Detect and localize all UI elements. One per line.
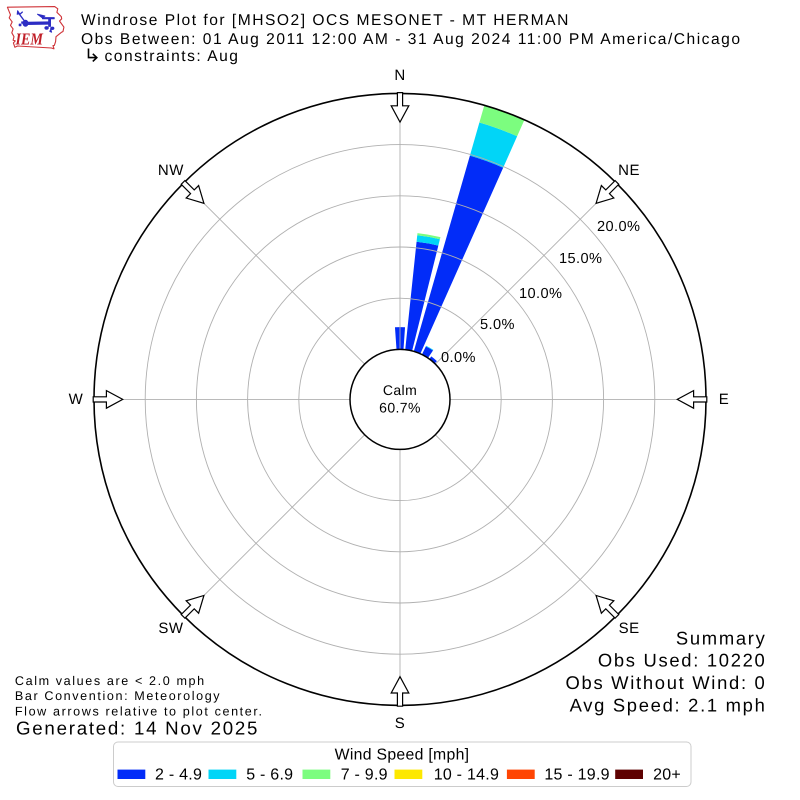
svg-text:15 - 19.9: 15 - 19.9 (544, 767, 609, 784)
svg-text:20.0%: 20.0% (597, 219, 640, 235)
svg-text:0.0%: 0.0% (441, 350, 476, 366)
svg-text:Obs Used: 10220: Obs Used: 10220 (598, 649, 767, 670)
svg-text:constraints: Aug: constraints: Aug (105, 48, 240, 65)
svg-text:60.7%: 60.7% (379, 399, 421, 415)
svg-text:15.0%: 15.0% (559, 251, 602, 267)
svg-text:7 - 9.9: 7 - 9.9 (341, 767, 388, 784)
svg-text:W: W (69, 391, 84, 408)
svg-text:Bar Convention: Meteorology: Bar Convention: Meteorology (15, 689, 221, 703)
svg-text:20+: 20+ (653, 767, 681, 784)
svg-text:IEM: IEM (15, 30, 44, 49)
svg-text:NW: NW (158, 162, 184, 179)
svg-text:SE: SE (619, 620, 640, 637)
svg-text:2 - 4.9: 2 - 4.9 (155, 767, 202, 784)
svg-text:5.0%: 5.0% (480, 317, 515, 333)
svg-text:Summary: Summary (676, 627, 767, 648)
svg-text:10 - 14.9: 10 - 14.9 (434, 767, 499, 784)
svg-text:Generated: 14 Nov 2025: Generated: 14 Nov 2025 (16, 718, 259, 739)
svg-text:NE: NE (618, 162, 640, 179)
svg-text:10.0%: 10.0% (519, 286, 562, 302)
svg-text:Flow arrows relative to plot c: Flow arrows relative to plot center. (15, 705, 264, 719)
svg-text:S: S (395, 715, 406, 732)
svg-text:E: E (719, 391, 730, 408)
svg-text:N: N (394, 67, 405, 84)
svg-text:SW: SW (158, 620, 184, 637)
svg-text:Avg Speed: 2.1 mph: Avg Speed: 2.1 mph (570, 694, 767, 715)
svg-text:Obs Without Wind: 0: Obs Without Wind: 0 (566, 672, 767, 693)
svg-text:Wind Speed [mph]: Wind Speed [mph] (335, 747, 470, 764)
svg-text:Calm values are < 2.0 mph: Calm values are < 2.0 mph (15, 674, 206, 688)
svg-text:Calm: Calm (383, 382, 417, 398)
svg-text:5 - 6.9: 5 - 6.9 (246, 767, 293, 784)
svg-text:Obs Between: 01 Aug 2011 12:00: Obs Between: 01 Aug 2011 12:00 AM - 31 A… (81, 31, 742, 48)
svg-text:Windrose Plot for [MHSO2] OCS: Windrose Plot for [MHSO2] OCS MESONET - … (81, 12, 570, 29)
